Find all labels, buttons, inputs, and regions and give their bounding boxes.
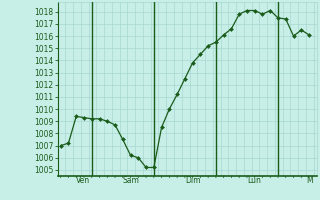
Text: Sam: Sam bbox=[123, 176, 140, 185]
Text: Ven: Ven bbox=[76, 176, 90, 185]
Text: Lun: Lun bbox=[247, 176, 261, 185]
Text: M: M bbox=[306, 176, 313, 185]
Text: Dim: Dim bbox=[185, 176, 200, 185]
